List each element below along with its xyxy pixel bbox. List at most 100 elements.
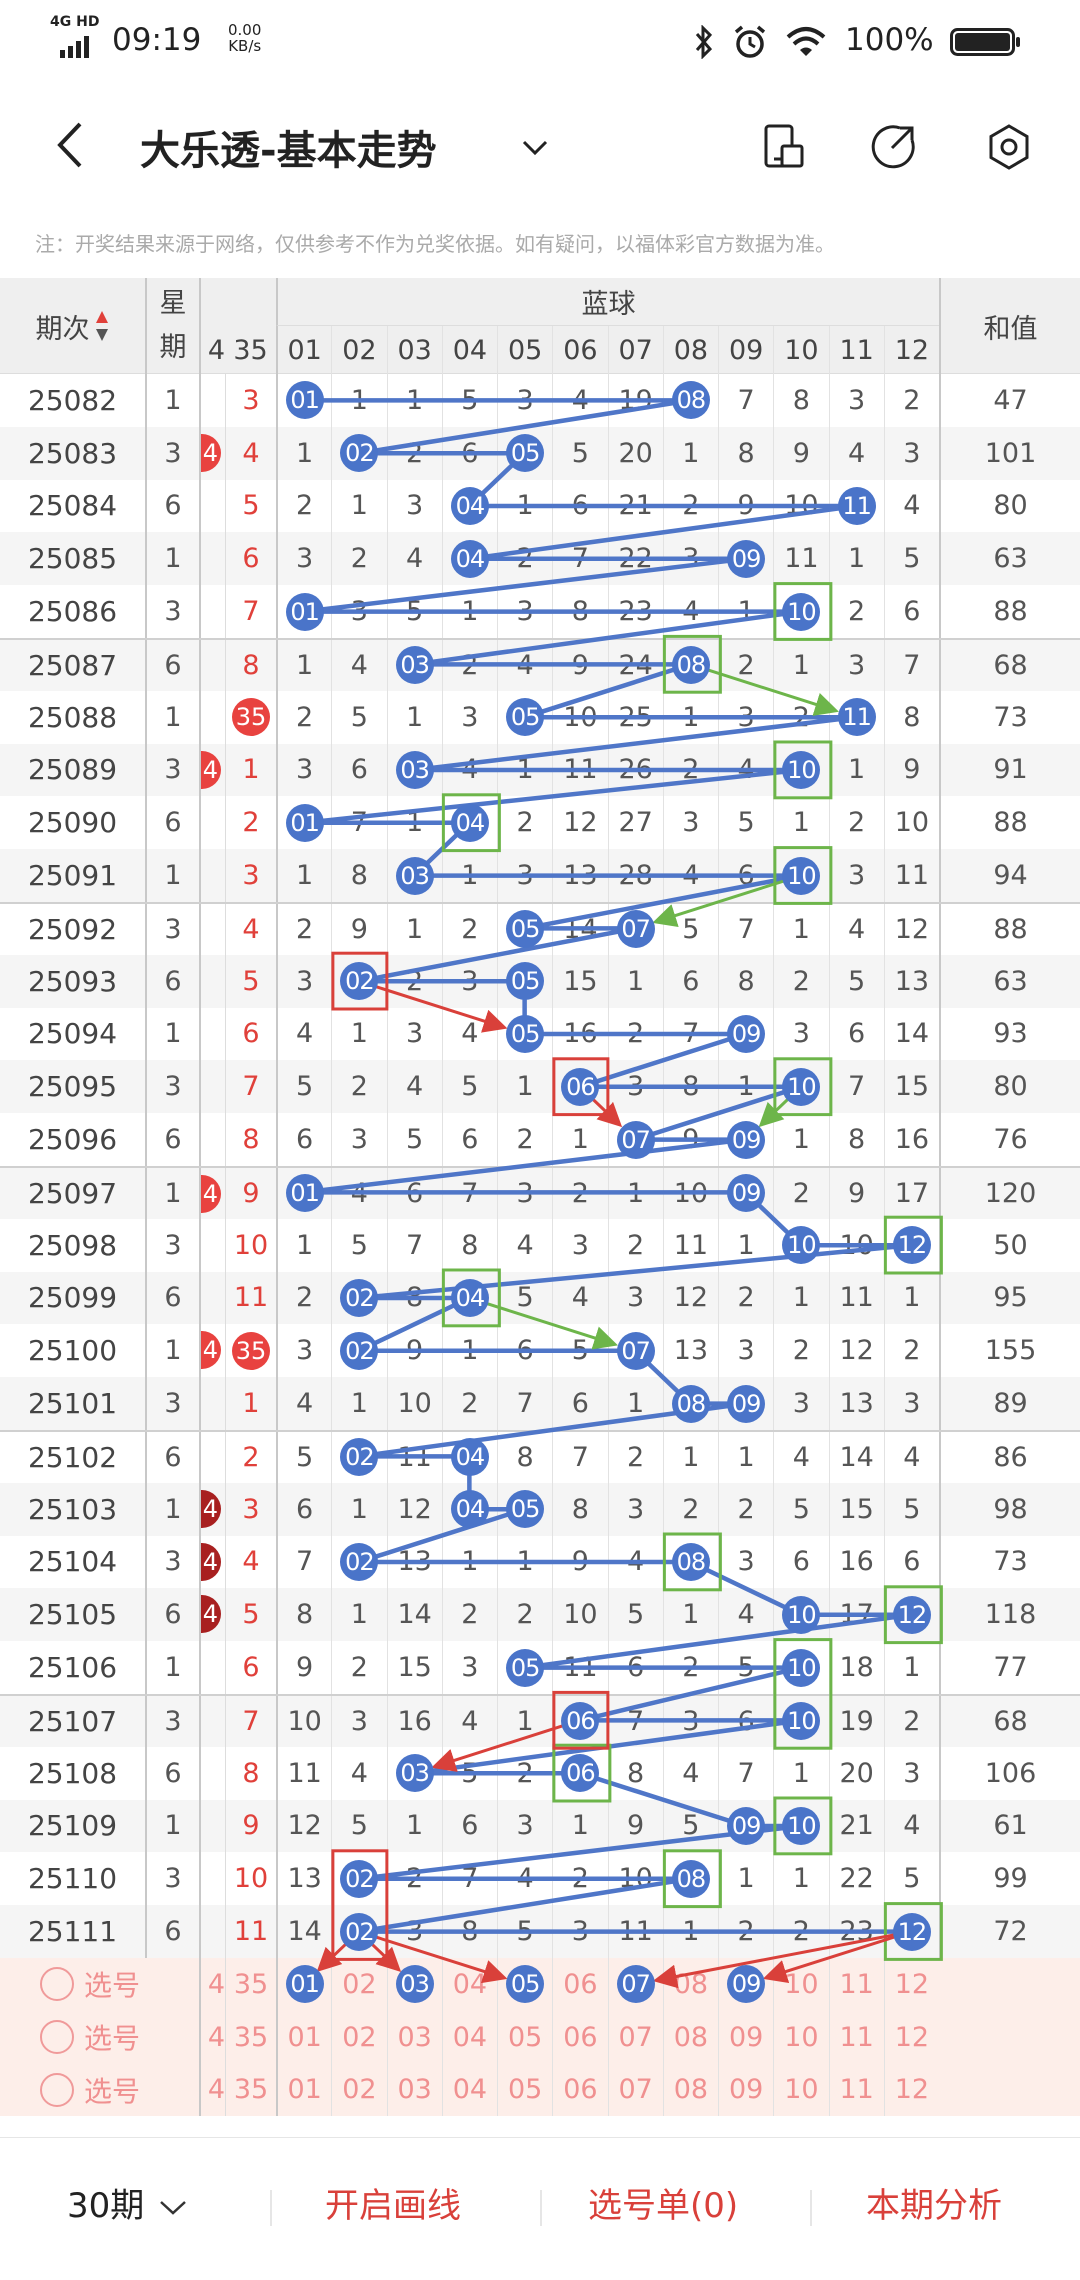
weekday-cell: 1 — [145, 690, 199, 744]
col-35-pick[interactable]: 35 — [225, 2010, 276, 2064]
pick-number[interactable]: 08 — [662, 1958, 718, 2011]
blue-ball: 11 — [837, 698, 876, 737]
blue-cell: 1 — [441, 1324, 497, 1378]
table-header: 期次 星期 4 35 蓝球 01 02 03 04 05 06 07 08 09 10 11 12 和… — [0, 278, 1080, 374]
blue-cell: 2 — [331, 532, 386, 586]
period-cell: 25091 — [27, 859, 118, 893]
pick-number[interactable]: 10 — [773, 2063, 828, 2117]
pick-number[interactable]: 03 — [386, 2010, 442, 2064]
pick-select[interactable]: 选号 — [0, 1958, 145, 2011]
weekday-cell: 3 — [145, 1218, 199, 1272]
blue-cell: 3 — [331, 1696, 386, 1747]
pick-number[interactable]: 09 — [718, 2063, 773, 2117]
analysis-button[interactable]: 本期分析 — [866, 2186, 1002, 2226]
back-icon[interactable] — [52, 120, 86, 170]
pick-select[interactable]: 选号 — [0, 2064, 145, 2117]
col-34-cell — [199, 1905, 225, 1958]
pick-number[interactable]: 08 — [662, 2010, 718, 2064]
sort-icon[interactable] — [94, 309, 110, 343]
pick-number[interactable]: 04 — [441, 2063, 497, 2117]
pick-number[interactable]: 09 — [718, 2010, 773, 2064]
col-34-pick[interactable]: 4 — [199, 2063, 225, 2117]
pick-number[interactable]: 09 — [718, 1958, 773, 2011]
blue-ball: 06 — [561, 1754, 600, 1793]
pick-number[interactable]: 03 — [386, 1958, 442, 2011]
phone-icon[interactable] — [762, 124, 806, 168]
col-35-pick[interactable]: 35 — [225, 1958, 276, 2011]
sum-cell: 120 — [939, 1168, 1080, 1219]
pick-number[interactable]: 11 — [828, 2063, 884, 2117]
blue-cell: 6 — [331, 743, 386, 797]
pick-number[interactable]: 05 — [497, 1958, 552, 2011]
pick-number[interactable]: 08 — [662, 2063, 718, 2117]
blue-ball: 02 — [340, 1331, 379, 1370]
pick-number[interactable]: 12 — [883, 1958, 939, 2011]
pick-number[interactable]: 06 — [552, 2063, 607, 2117]
pick-number[interactable]: 01 — [276, 2063, 331, 2117]
pick-number[interactable]: 07 — [607, 1958, 663, 2011]
sum-cell: 91 — [939, 743, 1080, 797]
pick-number[interactable]: 02 — [331, 2063, 386, 2117]
selected-ball[interactable]: 07 — [616, 1965, 655, 2004]
draw-lines-button[interactable]: 开启画线 — [325, 2186, 461, 2226]
blue-cell: 3 — [386, 479, 442, 533]
pick-number[interactable]: 01 — [276, 2010, 331, 2064]
selected-ball[interactable]: 05 — [506, 1965, 545, 2004]
radio-button[interactable] — [40, 2072, 74, 2107]
table-row: 25093 6 5 3 02 2 3 05 15 1 6 8 2 5 13 63 — [0, 954, 1080, 1008]
pick-number[interactable]: 04 — [441, 1958, 497, 2011]
pick-number[interactable]: 02 — [331, 2010, 386, 2064]
col-34-pick[interactable]: 4 — [199, 1958, 225, 2011]
divider — [270, 2190, 272, 2226]
blue-cell: 1 — [662, 426, 718, 480]
chevron-down-icon[interactable] — [520, 138, 550, 158]
settings-icon[interactable] — [986, 124, 1032, 170]
pick-number[interactable]: 07 — [607, 2063, 663, 2117]
col-34-pick[interactable]: 4 — [199, 2010, 225, 2064]
blue-cell: 08 — [662, 1377, 718, 1430]
pick-number[interactable]: 10 — [773, 1958, 828, 2011]
selected-ball[interactable]: 01 — [285, 1965, 324, 2004]
page-title[interactable]: 大乐透-基本走势 — [140, 128, 437, 174]
pick-number[interactable]: 06 — [552, 1958, 607, 2011]
period-header[interactable]: 期次 — [0, 278, 145, 374]
selected-ball[interactable]: 09 — [727, 1965, 766, 2004]
weekday-cell: 3 — [145, 1535, 199, 1589]
pick-number[interactable]: 02 — [331, 1958, 386, 2011]
pick-list-button[interactable]: 选号单(0) — [588, 2186, 739, 2226]
blue-cell: 3 — [883, 1377, 939, 1430]
share-icon[interactable] — [870, 124, 916, 170]
blue-cell: 01 — [276, 1168, 331, 1219]
blue-cell: 1 — [607, 954, 663, 1008]
blue-cell: 4 — [497, 1218, 552, 1272]
pick-number[interactable]: 10 — [773, 2010, 828, 2064]
radio-button[interactable] — [40, 2020, 74, 2055]
blue-cell: 13 — [883, 954, 939, 1008]
pick-number[interactable]: 07 — [607, 2010, 663, 2064]
pick-number[interactable]: 05 — [497, 2010, 552, 2064]
pick-number[interactable]: 11 — [828, 2010, 884, 2064]
pick-number[interactable]: 12 — [883, 2063, 939, 2117]
selected-ball[interactable]: 03 — [395, 1965, 434, 2004]
col-35-cell: 9 — [225, 1799, 276, 1853]
radio-button[interactable] — [40, 1967, 74, 2002]
pick-number[interactable]: 03 — [386, 2063, 442, 2117]
sum-cell: 68 — [939, 640, 1080, 691]
pick-select[interactable]: 选号 — [0, 2011, 145, 2064]
pick-number[interactable]: 05 — [497, 2063, 552, 2117]
blue-cell: 4 — [883, 1799, 939, 1853]
pick-number[interactable]: 06 — [552, 2010, 607, 2064]
blue-cell: 3 — [828, 849, 884, 902]
pick-number[interactable]: 01 — [276, 1958, 331, 2011]
pick-number[interactable]: 11 — [828, 1958, 884, 2011]
blue-ball: 08 — [671, 1542, 710, 1581]
blue-cell: 10 — [773, 1696, 828, 1747]
pick-number[interactable]: 04 — [441, 2010, 497, 2064]
period-count-select[interactable]: 30期 — [67, 2178, 188, 2227]
blue-cell: 05 — [497, 904, 552, 955]
pick-number[interactable]: 12 — [883, 2010, 939, 2064]
col-35-pick[interactable]: 35 — [225, 2063, 276, 2117]
speed-value: 0.00 — [228, 21, 262, 39]
period-cell: 25109 — [27, 1809, 118, 1843]
blue-cell: 04 — [441, 1271, 497, 1325]
